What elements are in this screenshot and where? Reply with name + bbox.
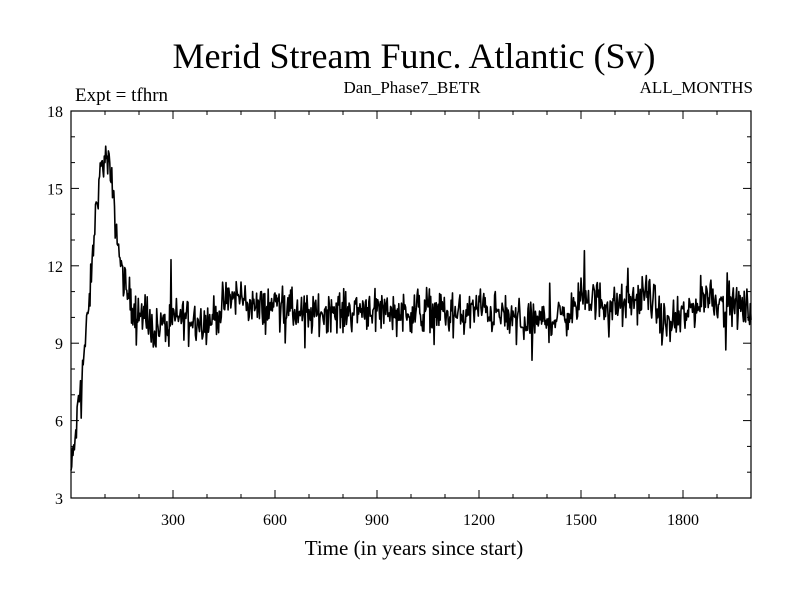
x-tick-label-1500: 1500 (565, 512, 597, 529)
x-tick-label-1800: 1800 (667, 512, 699, 529)
months-label: ALL_MONTHS (640, 78, 753, 97)
series-line (70, 145, 752, 471)
y-tick-label-12: 12 (47, 259, 63, 276)
dataset-label: Dan_Phase7_BETR (344, 78, 482, 97)
x-axis: 300 600 900 1200 1500 1800 (104, 111, 718, 529)
x-axis-label: Time (in years since start) (305, 536, 524, 560)
chart-title: Merid Stream Func. Atlantic (Sv) (173, 36, 656, 76)
x-tick-label-600: 600 (263, 512, 287, 529)
y-tick-label-15: 15 (47, 181, 63, 198)
y-tick-label-9: 9 (55, 336, 63, 353)
x-tick-label-900: 900 (365, 512, 389, 529)
x-tick-label-1200: 1200 (463, 512, 495, 529)
y-axis: 3 6 9 12 15 18 (47, 104, 751, 508)
y-tick-label-18: 18 (47, 104, 63, 121)
x-tick-label-300: 300 (161, 512, 185, 529)
y-tick-label-3: 3 (55, 491, 63, 508)
expt-label: Expt = tfhrn (75, 85, 169, 106)
y-tick-label-6: 6 (55, 414, 63, 431)
